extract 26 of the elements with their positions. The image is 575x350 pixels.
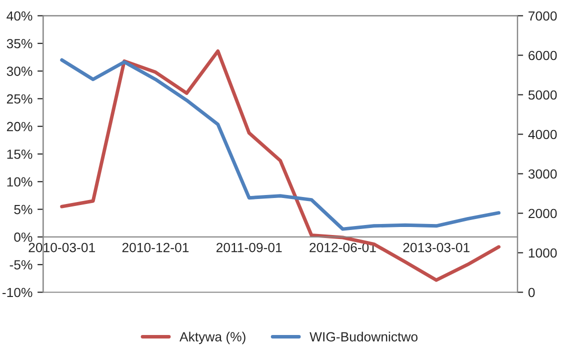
y-tick-label: 5% bbox=[14, 204, 32, 214]
x-tick-label: 2012-06-01 bbox=[310, 242, 376, 252]
y2-tick-label: 0 bbox=[528, 288, 535, 298]
y-tick-label: 10% bbox=[7, 177, 32, 187]
x-tick-label: 2013-03-01 bbox=[403, 242, 470, 252]
legend-label: WIG-Budownictwo bbox=[310, 332, 418, 342]
y-tick-label: 0% bbox=[14, 232, 32, 242]
line-series bbox=[60, 58, 501, 231]
y-tick-label: 35% bbox=[6, 38, 32, 48]
y2-tick-label: 7000 bbox=[528, 11, 557, 21]
y-tick-label: 25% bbox=[6, 94, 32, 104]
y-tick-label: -10% bbox=[2, 288, 32, 298]
y-tick-label: 40% bbox=[6, 11, 32, 21]
y-tick-label: 30% bbox=[6, 66, 32, 76]
y2-tick-label: 4000 bbox=[528, 130, 557, 140]
y2-tick-label: 2000 bbox=[528, 208, 557, 218]
x-tick-label: 2011-09-01 bbox=[216, 242, 282, 252]
y2-tick-label: 5000 bbox=[528, 90, 557, 100]
y2-tick-label: 1000 bbox=[528, 248, 557, 258]
x-tick-label: 2010-12-01 bbox=[122, 242, 189, 252]
legend-label: Aktywa (%) bbox=[180, 332, 246, 344]
y-tick-label: 15% bbox=[7, 150, 32, 159]
y-tick-label: 20% bbox=[6, 122, 32, 132]
y2-tick-label: 6000 bbox=[528, 50, 557, 60]
y-tick-label: -5% bbox=[10, 260, 32, 270]
y2-tick-label: 3000 bbox=[528, 169, 557, 179]
